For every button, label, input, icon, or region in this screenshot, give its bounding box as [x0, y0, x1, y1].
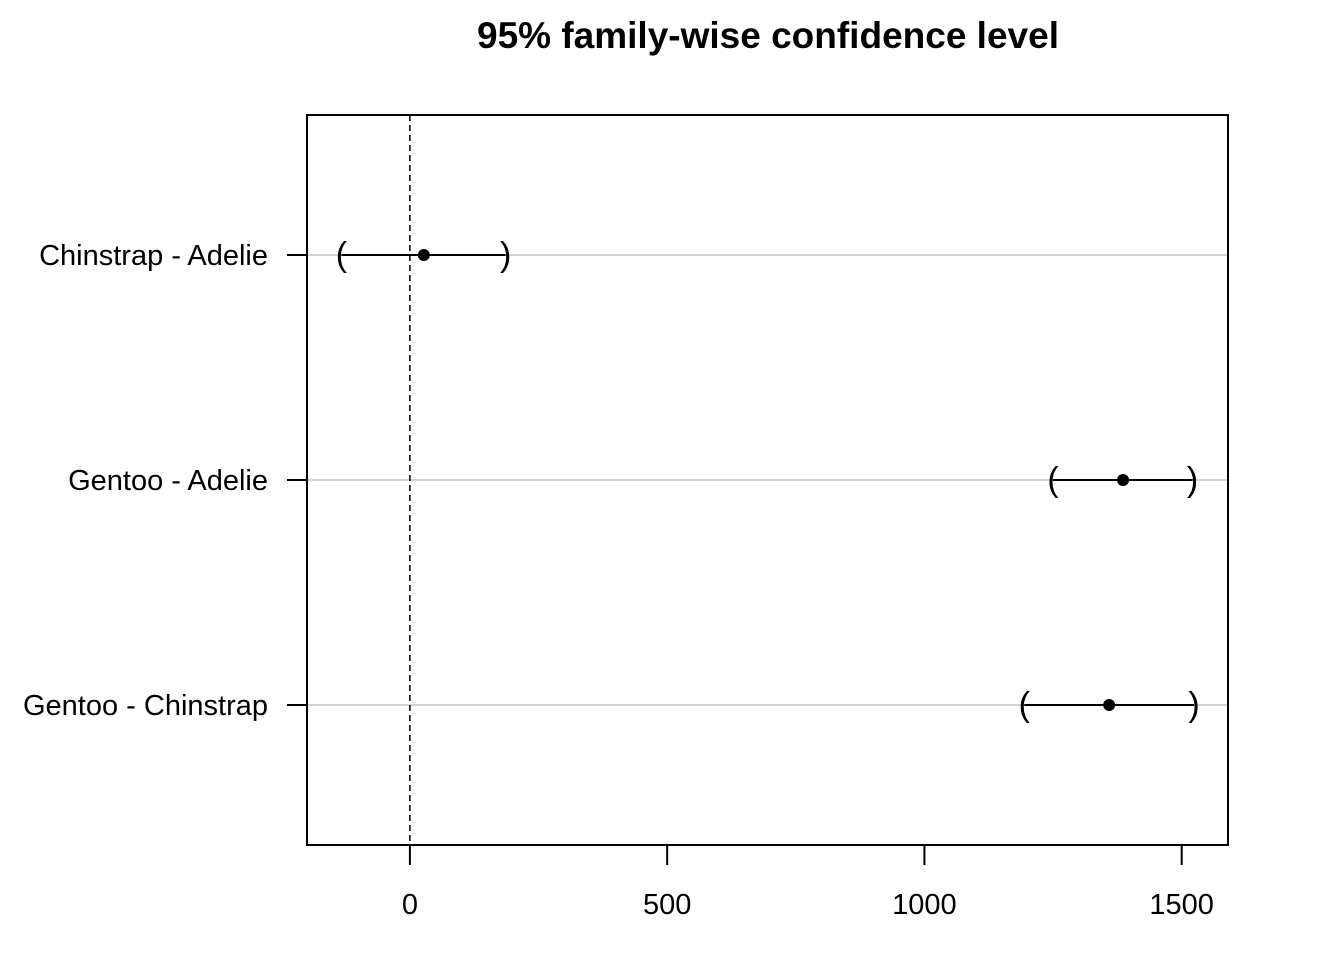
ci-upper-bracket: )	[1188, 686, 1199, 724]
y-tick-label: Gentoo - Chinstrap	[23, 690, 268, 722]
y-tick-label: Chinstrap - Adelie	[39, 240, 268, 272]
chart-title: 95% family-wise confidence level	[477, 15, 1059, 56]
ci-upper-bracket: )	[1187, 461, 1198, 499]
confidence-intervals: () () ()	[336, 236, 1200, 724]
estimate-point	[1117, 474, 1130, 486]
x-axis: 0 500 1000 1500	[402, 844, 1214, 921]
ci-lower-bracket: (	[1019, 686, 1031, 724]
ci-upper-bracket: )	[500, 236, 511, 274]
x-tick-label: 1000	[892, 889, 957, 921]
ci-lower-bracket: (	[336, 236, 348, 274]
ci-lower-bracket: (	[1047, 461, 1059, 499]
estimate-point	[417, 249, 430, 261]
estimate-point	[1103, 699, 1116, 711]
x-tick-label: 500	[643, 889, 691, 921]
y-axis: Chinstrap - Adelie Gentoo - Adelie Gentoo …	[23, 240, 307, 722]
y-tick-label: Gentoo - Adelie	[68, 465, 268, 497]
x-tick-label: 1500	[1149, 889, 1214, 921]
x-tick-label: 0	[402, 889, 418, 921]
